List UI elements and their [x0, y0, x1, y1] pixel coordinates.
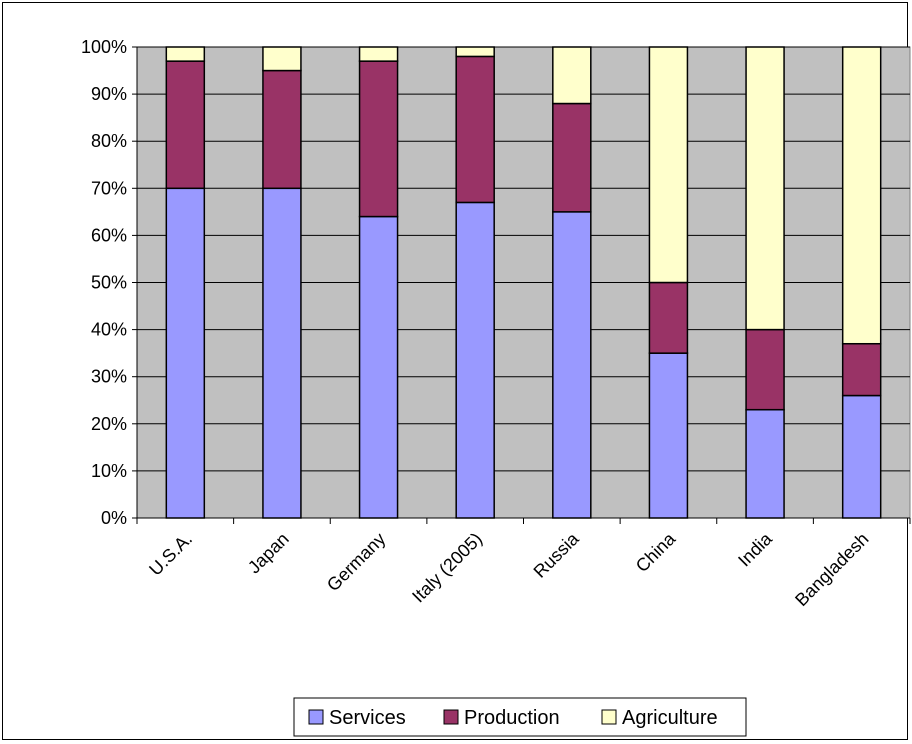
bar-segment-services — [358, 215, 399, 519]
y-tick-label: 50% — [91, 273, 127, 293]
bar-segment-production — [841, 342, 882, 397]
bar-segment-production — [165, 60, 206, 190]
bar-segment-agriculture — [745, 46, 785, 331]
legend-swatch — [308, 709, 324, 725]
bar-segment-services — [648, 352, 689, 519]
legend-label: Services — [329, 707, 406, 729]
x-tick-label: China — [632, 528, 680, 576]
legend-label: Agriculture — [622, 707, 718, 729]
bar-segment-services — [262, 187, 302, 519]
bar-segment-agriculture — [648, 46, 689, 284]
x-tick-label: Italy (2005) — [408, 529, 486, 607]
x-tick-label: Bangladesh — [791, 529, 872, 610]
bar-segment-agriculture — [262, 46, 302, 72]
bar-segment-agriculture — [455, 46, 495, 58]
bar-segment-agriculture — [552, 46, 592, 105]
bar-segment-production — [358, 60, 399, 218]
bar-segment-production — [455, 55, 495, 204]
x-tick-label: India — [734, 528, 776, 570]
y-tick-label: 30% — [91, 367, 127, 387]
x-tick-label: Japan — [244, 529, 293, 578]
bar-segment-production — [648, 281, 689, 354]
legend: Services Production Agriculture — [293, 697, 747, 737]
bar-segment-production — [552, 102, 592, 213]
bar-segment-services — [745, 408, 785, 519]
y-tick-label: 20% — [91, 414, 127, 434]
bar-segment-agriculture — [358, 46, 399, 62]
x-tick-label: Germany — [323, 529, 389, 595]
legend-swatch — [601, 709, 617, 725]
y-tick-label: 60% — [91, 225, 127, 245]
legend-swatch — [443, 709, 459, 725]
x-axis: U.S.A. Japan Germany Italy (2005) Russia Chin… — [136, 517, 911, 610]
bar-segment-agriculture — [165, 46, 206, 62]
x-tick-label: Russia — [530, 528, 584, 582]
bar-segment-services — [552, 211, 592, 519]
bar-segment-production — [262, 69, 302, 190]
y-tick-label: 90% — [91, 84, 127, 104]
y-tick-label: 0% — [101, 508, 127, 528]
bar-segment-services — [165, 187, 206, 519]
legend-label: Production — [464, 707, 560, 729]
x-tick-label: U.S.A. — [145, 529, 196, 580]
y-tick-label: 100% — [81, 37, 127, 57]
bar-segment-agriculture — [841, 46, 882, 345]
y-tick-label: 40% — [91, 320, 127, 340]
y-axis: 0% 10% 20% 30% 40% 50% 60% 70% 80% 90% 100% — [81, 37, 138, 528]
y-tick-label: 80% — [91, 131, 127, 151]
y-tick-label: 70% — [91, 178, 127, 198]
bar-segment-production — [745, 328, 785, 411]
legend-box — [293, 697, 747, 737]
bar-segment-services — [455, 201, 495, 519]
y-tick-label: 10% — [91, 461, 127, 481]
bar-segment-services — [841, 394, 882, 519]
